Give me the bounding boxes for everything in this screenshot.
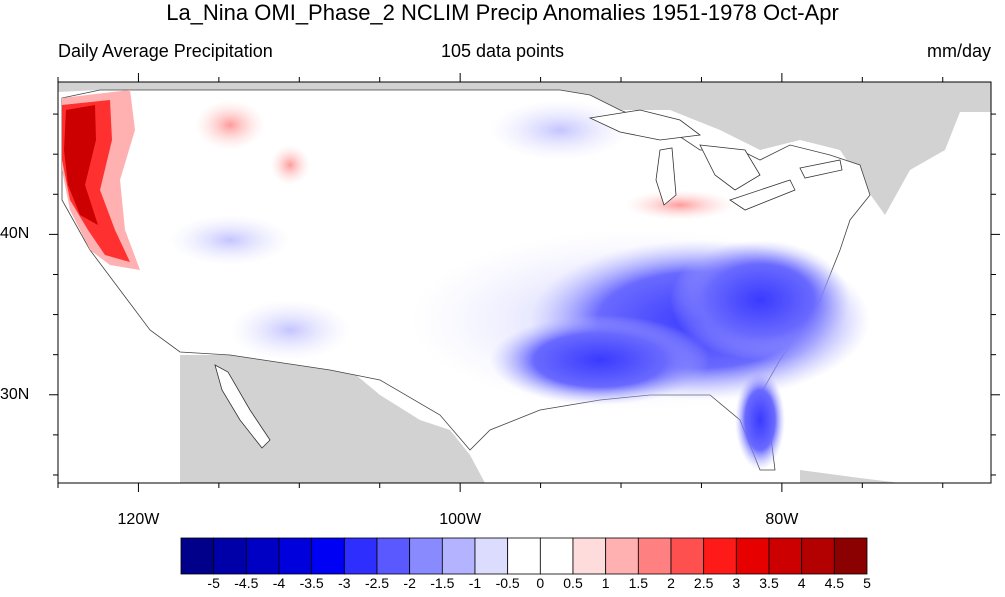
colorbar-label: 3 [732, 575, 741, 591]
colorbar-swatch [637, 537, 672, 575]
lon-tick-label: 100W [439, 511, 482, 528]
lon-tick-label: 120W [117, 511, 160, 528]
colorbar-swatch [833, 537, 868, 575]
colorbar-label: -1.5 [430, 575, 455, 591]
colorbar-swatch [343, 537, 378, 575]
canada-landmass [58, 82, 991, 215]
colorbar-label: 4.5 [824, 575, 845, 591]
colorbar-swatch [703, 537, 737, 575]
colorbar-swatch [409, 537, 443, 575]
lake-michigan [655, 147, 677, 206]
lake-erie [729, 179, 796, 211]
colorbar-swatch [474, 537, 509, 575]
colorbar-label: 0 [536, 575, 545, 591]
ohio-valley-pink [625, 190, 735, 220]
colorbar-label: 1 [601, 575, 610, 591]
gulf-of-california [214, 364, 271, 449]
colorbar-swatch [441, 537, 476, 575]
colorbar-label: -2 [403, 575, 416, 591]
colorbar-swatch [735, 537, 770, 575]
coastal-range-darkred [64, 105, 98, 225]
colorbar-swatch [278, 537, 313, 575]
carolinas-blue-region [670, 240, 850, 360]
colorbar-label: 5 [863, 575, 871, 591]
northern-rockies-pink [195, 100, 265, 150]
colorbar-label: -3.5 [299, 575, 324, 591]
lake-huron [699, 144, 761, 191]
lat-tick-label: 30N [0, 385, 30, 403]
colorbar-swatch [539, 537, 574, 575]
colorbar-label: 2.5 [693, 575, 714, 591]
colorbar-swatch [768, 537, 803, 575]
upper-midwest-light-blue [490, 100, 630, 160]
units-label: mm/day [926, 41, 991, 61]
colorbar-swatch [507, 537, 541, 575]
colorbar-label: 1.5 [628, 575, 649, 591]
map-area [58, 82, 991, 483]
mexico-landmass [180, 355, 485, 483]
colorbar-label: -4.5 [234, 575, 259, 591]
axis-ticks [49, 73, 1000, 492]
lat-tick-label: 40N [0, 225, 30, 243]
colorbar-swatch [376, 537, 411, 575]
colorbar-label: -2.5 [364, 575, 390, 591]
colorbar-label: 0.5 [563, 575, 583, 591]
colorbar-label: 3.5 [759, 575, 779, 591]
great-basin-light-blue [170, 215, 290, 265]
variable-label: Daily Average Precipitation [58, 41, 273, 61]
colorbar [180, 537, 868, 575]
lake-superior [588, 109, 702, 141]
wyoming-pink [270, 145, 310, 185]
chart-title: La_Nina OMI_Phase_2 NCLIM Precip Anomali… [166, 0, 839, 25]
colorbar-label: -1 [468, 575, 482, 591]
colorbar-label: -4 [272, 575, 286, 591]
colorbar-swatch [572, 537, 607, 575]
colorbar-swatch [213, 537, 247, 575]
florida-blue-region [735, 370, 785, 470]
colorbar-swatch [245, 537, 280, 575]
gulf-coast-blue-region [490, 315, 710, 405]
colorbar-label: -5 [207, 575, 220, 591]
colorbar-swatch [311, 537, 345, 575]
colorbar-label: 4 [797, 575, 806, 591]
colorbar-swatch [605, 537, 639, 575]
lon-tick-label: 80W [765, 511, 799, 528]
colorbar-swatch [670, 537, 705, 575]
map-frame [57, 81, 992, 484]
lake-ontario [799, 159, 843, 179]
colorbar-swatch [801, 537, 835, 575]
southwest-light-blue [230, 300, 350, 360]
colorbar-label: -0.5 [495, 575, 520, 591]
data-points-label: 105 data points [440, 41, 565, 61]
caribbean-land [800, 470, 900, 483]
colorbar-label: -3 [338, 575, 351, 591]
colorbar-label: 2 [667, 575, 675, 591]
colorbar-swatch [180, 537, 215, 575]
